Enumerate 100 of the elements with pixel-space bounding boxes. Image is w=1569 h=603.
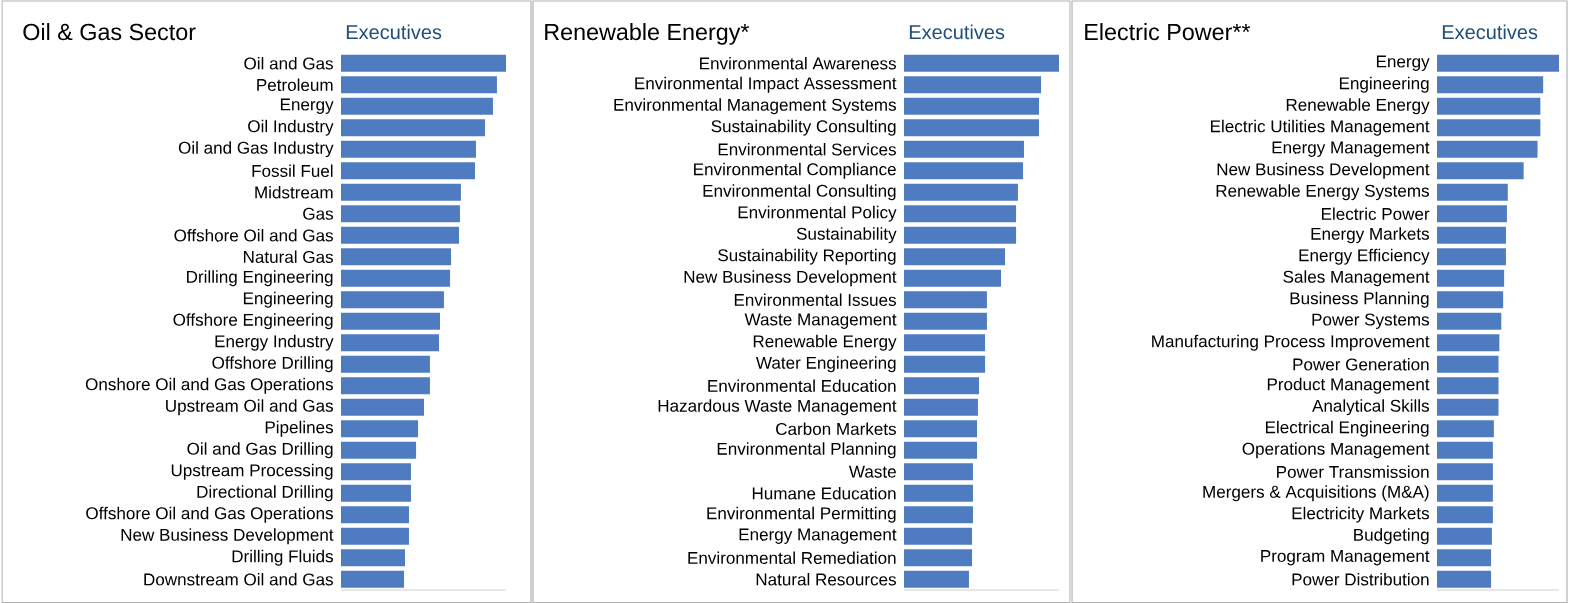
bar [904,355,986,373]
bar [904,398,978,416]
bar [1437,506,1493,524]
y-tick-label: Operations Management [1242,442,1430,459]
bar [1437,140,1538,158]
bar [341,269,451,287]
y-tick-label: Onshore Oil and Gas Operations [85,377,333,394]
bar [341,570,405,588]
y-tick-label: Renewable Energy Systems [1216,184,1429,201]
bar [904,463,973,481]
bar [1437,570,1492,588]
y-tick-label: Pipelines [265,420,333,437]
text: Renewable Energy* [545,23,750,45]
bar [904,312,987,330]
bar [1437,377,1499,395]
y-tick-label: Sustainability [796,227,897,244]
bar [341,162,475,180]
bar [341,463,411,481]
bar [904,549,973,567]
bar [904,506,973,524]
y-tick-label: Budgeting [1354,528,1429,545]
bar [1437,312,1502,330]
chart-subtitle: Executives [1442,24,1538,40]
y-tick-label: Energy Industry [215,334,334,351]
y-tick-label: Environmental Remediation [688,551,896,565]
y-tick-label: Engineering [1339,76,1429,93]
y-tick-label: Environmental Permitting [707,506,896,523]
bar [1437,334,1500,352]
y-tick-label: Mergers & Acquisitions (M&A) [1203,485,1429,502]
bar [904,291,987,309]
y-tick-label: Environmental Compliance [694,162,896,179]
y-tick-label: Sustainability Reporting [718,248,896,265]
bar [1437,119,1541,137]
y-tick-label: Water Engineering [756,356,896,373]
y-tick-label: Electric Power [1321,207,1430,221]
bar [1437,269,1505,287]
chart-subtitle: Executives [909,24,1005,40]
y-tick-label: Waste Management [744,313,897,329]
bar [341,312,441,330]
y-tick-label: Renewable Energy [1286,98,1430,115]
y-tick-label: Upstream Oil and Gas [166,399,333,416]
bar [904,377,980,395]
bar [904,527,973,545]
y-tick-label: Program Management [1261,550,1430,566]
y-tick-label: Environmental Consulting [703,184,896,201]
bar [904,570,969,588]
y-tick-label: Analytical Skills [1312,399,1429,416]
bar [341,420,419,438]
y-tick-label: Fossil Fuel [252,164,333,178]
y-tick-label: Midstream [255,185,333,199]
bar [1437,441,1493,459]
bar [341,183,461,201]
bar [341,97,493,115]
bar [1437,484,1493,502]
chart-subtitle: Executives [346,24,442,40]
bar [341,377,430,395]
bar [904,97,1040,115]
y-tick-label: New Business Development [1217,162,1430,179]
y-tick-label: Environmental Services [718,142,896,156]
bar [904,54,1060,72]
bar [904,205,1017,223]
y-tick-label: Downstream Oil and Gas [144,573,333,586]
bar [1437,205,1507,223]
y-tick-label: Drilling Engineering [187,270,333,287]
y-tick-label: Business Planning [1290,291,1429,308]
bar [904,140,1024,158]
y-tick-label: New Business Development [121,528,334,545]
y-tick-label: Product Management [1267,377,1430,394]
y-tick-label: Energy [280,98,334,114]
y-tick-label: Power Generation [1293,357,1429,371]
y-tick-label: Petroleum [257,78,333,92]
bar [1437,97,1541,115]
text: Electric Power** [1085,23,1251,41]
y-tick-label: Energy [1376,55,1430,71]
y-tick-label: Gas [303,207,334,220]
y-tick-label: New Business Development [684,270,897,287]
bar [904,162,1024,180]
bar [1437,76,1544,94]
y-tick-label: Sales Management [1283,270,1430,287]
bar [904,441,978,459]
y-tick-label: Environmental Impact Assessment [635,76,897,93]
bar [341,291,444,309]
y-tick-label: Oil and Gas [244,56,333,70]
bar [1437,248,1506,266]
y-tick-label: Sustainability Consulting [711,119,896,136]
bar [1437,549,1492,567]
y-tick-label: Environmental Education [708,379,896,393]
bar [341,248,452,266]
y-tick-label: Energy Management [739,528,897,544]
y-tick-label: Renewable Energy [753,334,897,351]
text: Oil & Gas Sector [23,23,196,41]
y-tick-label: Offshore Engineering [173,313,333,330]
bar [341,549,406,567]
y-tick-label: Humane Education [752,486,896,500]
bar [1437,398,1499,416]
bar [904,420,978,438]
bar [341,506,409,524]
bar [904,183,1018,201]
bar [341,140,476,158]
y-tick-label: Environmental Awareness [700,56,896,70]
